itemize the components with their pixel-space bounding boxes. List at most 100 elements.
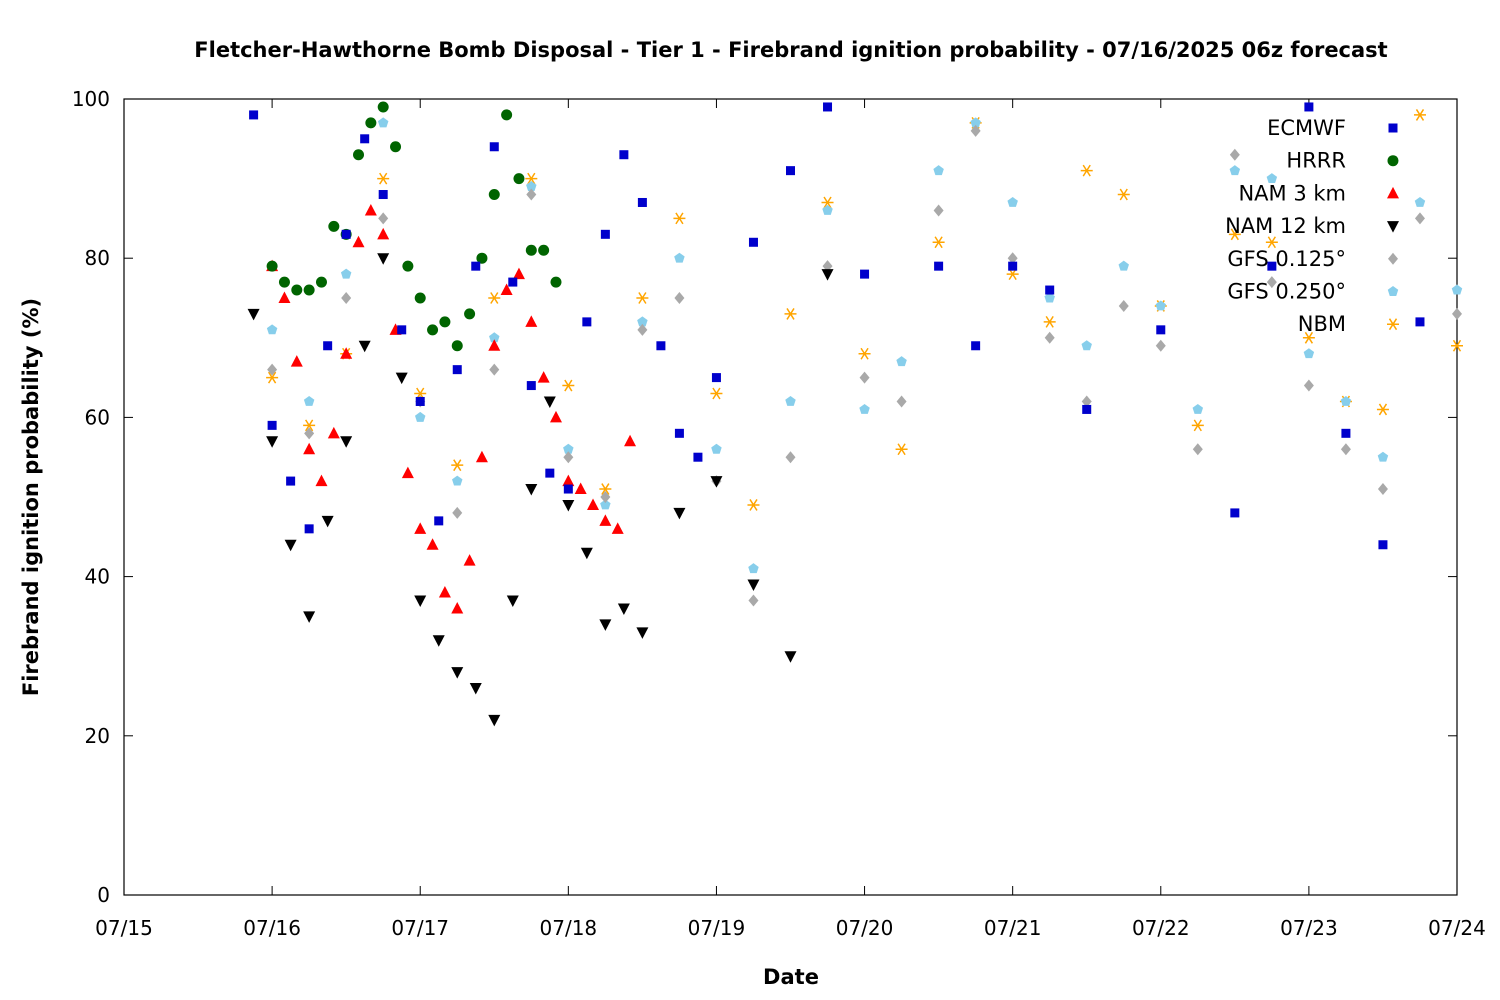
data-point — [822, 204, 833, 215]
data-point — [266, 436, 279, 448]
data-point — [266, 260, 278, 272]
data-point — [785, 451, 796, 464]
x-tick-label: 07/21 — [984, 916, 1042, 940]
data-point — [784, 651, 797, 663]
data-point — [562, 379, 575, 392]
data-point — [452, 506, 463, 519]
data-point — [711, 443, 722, 454]
data-point — [471, 261, 481, 271]
data-point — [858, 347, 871, 360]
data-point — [476, 252, 488, 264]
data-point — [537, 371, 550, 383]
data-point — [860, 269, 870, 279]
legend-marker — [1387, 286, 1399, 296]
data-point — [414, 411, 426, 422]
legend-marker — [1387, 221, 1399, 233]
data-point — [1267, 261, 1277, 271]
series-gfs-0-250- — [266, 117, 1463, 574]
data-point — [1451, 339, 1463, 352]
data-point — [895, 443, 908, 456]
legend-label: GFS 0.125° — [1227, 247, 1346, 271]
data-point — [1265, 236, 1278, 249]
data-point — [304, 427, 315, 440]
data-point — [340, 347, 353, 359]
data-point — [543, 396, 556, 408]
data-point — [1303, 348, 1315, 359]
x-tick-label: 07/16 — [243, 916, 301, 940]
data-points — [247, 101, 1463, 727]
data-point — [290, 355, 303, 367]
data-point — [674, 252, 685, 263]
data-point — [475, 450, 488, 463]
data-point — [452, 365, 462, 375]
data-point — [1007, 196, 1018, 207]
data-point — [562, 499, 575, 512]
plot-border — [123, 98, 1458, 896]
series-nam-3-km — [266, 203, 637, 614]
data-point — [1229, 165, 1241, 176]
series-nbm — [266, 109, 1463, 511]
data-point — [451, 667, 464, 679]
data-point — [463, 554, 476, 566]
data-point — [693, 452, 703, 462]
data-point — [488, 339, 501, 351]
data-point — [1303, 379, 1314, 392]
data-point — [934, 261, 944, 271]
data-point — [1304, 102, 1314, 112]
data-point — [1266, 276, 1277, 289]
data-point — [526, 381, 536, 391]
x-tick-label: 07/18 — [540, 916, 598, 940]
series-hrrr — [266, 101, 562, 352]
legend-label: HRRR — [1286, 149, 1346, 173]
data-point — [358, 340, 371, 353]
legend-marker — [1387, 186, 1399, 199]
data-point — [284, 539, 297, 552]
data-point — [415, 396, 425, 406]
data-point — [970, 124, 981, 137]
data-point — [414, 595, 427, 607]
data-point — [1081, 340, 1092, 351]
data-point — [1080, 164, 1093, 177]
data-point — [464, 308, 476, 320]
data-point — [1415, 317, 1425, 327]
legend-label: NAM 3 km — [1238, 181, 1346, 205]
data-point — [656, 341, 666, 351]
data-point — [328, 220, 340, 232]
data-point — [526, 188, 537, 201]
x-tick-label: 07/22 — [1132, 916, 1190, 940]
data-point — [501, 109, 513, 121]
y-axis: 0 20 40 60 80 100 — [72, 87, 1457, 907]
data-point — [1156, 325, 1166, 335]
y-axis-label: Firebrand ignition probability (%) — [19, 298, 43, 696]
data-point — [1341, 428, 1351, 438]
data-point — [619, 150, 629, 160]
data-point — [401, 466, 414, 479]
data-point — [748, 594, 759, 607]
data-point — [1452, 307, 1462, 320]
data-point — [267, 363, 278, 376]
data-point — [538, 244, 550, 256]
data-point — [545, 468, 555, 478]
data-point — [1192, 443, 1203, 456]
data-point — [508, 277, 518, 287]
data-point — [489, 332, 500, 343]
data-point — [674, 428, 684, 438]
data-point — [1340, 395, 1352, 406]
legend-marker — [1388, 252, 1398, 265]
data-point — [353, 149, 365, 161]
data-point — [599, 514, 612, 526]
data-point — [390, 141, 402, 153]
data-point — [267, 420, 277, 430]
data-point — [451, 459, 464, 472]
data-point — [1045, 285, 1055, 295]
data-point — [414, 522, 427, 534]
data-point — [378, 212, 389, 225]
data-point — [1007, 252, 1018, 265]
data-point — [303, 419, 316, 432]
data-point — [402, 260, 414, 272]
data-point — [360, 134, 370, 144]
data-point — [710, 476, 723, 488]
data-point — [747, 499, 760, 511]
legend-marker — [1387, 155, 1399, 167]
